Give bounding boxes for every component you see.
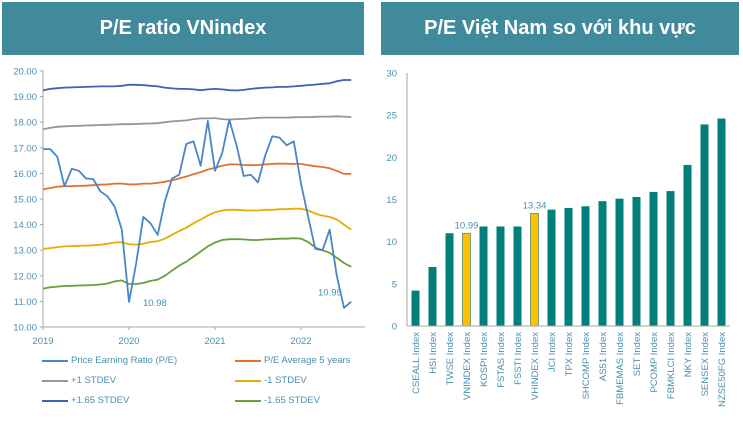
data-label: 10.98 — [143, 298, 167, 309]
x-tick-label: NKY Index — [683, 332, 694, 377]
legend-item: -1 STDEV — [235, 375, 307, 386]
series-line-price-earning-ratio-p-e — [43, 118, 352, 309]
legend-item: +1 STDEV — [42, 375, 116, 386]
y-tick-label: 11.00 — [14, 297, 37, 308]
legend-swatch — [42, 359, 68, 362]
legend-item: -1.65 STDEV — [235, 395, 320, 406]
data-label: 10.99 — [318, 288, 342, 299]
y-tick-label: 19.00 — [13, 92, 37, 103]
x-tick-label: AS51 Index — [598, 332, 609, 381]
y-tick-label: 13.00 — [13, 246, 37, 257]
bar-vnindex-index — [462, 232, 471, 327]
x-tick-label: SHCOMP Index — [581, 332, 592, 400]
bar-sensex-index — [700, 124, 709, 327]
legend-label: -1 STDEV — [264, 375, 307, 386]
y-tick-label: 10.00 — [13, 323, 37, 334]
x-tick-label: KOSPI Index — [479, 332, 490, 387]
bar-twse-index — [445, 233, 454, 326]
y-tick-label: 30 — [386, 69, 397, 80]
bar-tpx-index — [564, 207, 573, 326]
x-tick-label: SENSEX Index — [700, 332, 711, 397]
bar-vhindex-index — [530, 213, 539, 327]
legend-item: Price Earning Ratio (P/E) — [42, 355, 177, 366]
y-tick-label: 0 — [392, 322, 397, 333]
x-tick-label: CSEALL Index — [411, 332, 422, 394]
series-line--1-65-stdev — [42, 237, 352, 290]
x-tick-label: TWSE Index — [445, 332, 456, 386]
series-line--1-stdev — [42, 207, 352, 250]
x-tick-label: FSTAS Index — [496, 332, 507, 388]
bar-data-label: 13.34 — [523, 200, 547, 211]
x-tick-label: SET Index — [632, 332, 643, 376]
x-tick-label: 2019 — [32, 336, 53, 347]
series-line--1-65-stdev — [42, 79, 352, 92]
y-tick-label: 17.00 — [13, 143, 37, 154]
left-panel-title: P/E ratio VNindex — [2, 2, 364, 55]
bar-pcomp-index — [649, 191, 658, 326]
bar-fbmemas-index — [615, 198, 624, 326]
y-tick-label: 25 — [386, 111, 397, 122]
bar-jci-index — [547, 209, 556, 326]
bar-as51-index — [598, 201, 607, 326]
bar-kospi-index — [479, 226, 488, 326]
bar-data-label: 10.99 — [455, 220, 479, 231]
y-tick-label: 12.00 — [13, 271, 37, 282]
bar-hsi-index — [428, 266, 437, 326]
bar-nky-index — [683, 164, 692, 326]
legend-label: +1.65 STDEV — [71, 395, 130, 406]
x-tick-label: VNINDEX Index — [462, 332, 473, 400]
y-tick-label: 15.00 — [13, 195, 37, 206]
pe-line-chart: 10.00 11.00 12.00 13.00 14.00 15.00 16.00 17.00… — [13, 67, 365, 347]
x-tick-label: NZSE50FG Index — [717, 332, 728, 407]
y-tick-label: 20.00 — [13, 67, 37, 78]
x-tick-label: HSI Index — [428, 332, 439, 374]
legend-item: +1.65 STDEV — [42, 395, 129, 406]
legend-label: +1 STDEV — [71, 375, 117, 386]
legend-swatch — [235, 359, 261, 362]
legend-swatch — [235, 379, 261, 382]
legend-label: P/E Average 5 years — [264, 355, 351, 366]
y-tick-label: 5 — [392, 279, 397, 290]
right-panel-title: P/E Việt Nam so với khu vực — [381, 2, 739, 55]
series-line--1-stdev — [42, 115, 352, 131]
legend-item: P/E Average 5 years — [235, 355, 350, 366]
x-tick-label: 2020 — [118, 336, 139, 347]
series-line-p-e-average-5-years — [42, 162, 352, 191]
y-tick-label: 20 — [386, 153, 397, 164]
x-tick-label: 2022 — [290, 336, 311, 347]
y-tick-label: 15 — [386, 195, 397, 206]
x-tick-label: 2021 — [204, 336, 225, 347]
legend-swatch — [42, 379, 68, 382]
bar-set-index — [632, 196, 641, 326]
y-tick-label: 10 — [386, 237, 397, 248]
legend-label: -1.65 STDEV — [264, 395, 320, 406]
legend-swatch — [42, 399, 68, 402]
bar-cseall-index — [411, 290, 420, 326]
y-tick-label: 16.00 — [13, 169, 37, 180]
bar-fssti-index — [513, 226, 522, 326]
x-tick-label: FBMEMAS Index — [615, 332, 626, 405]
x-tick-label: TPX Index — [564, 332, 575, 377]
y-tick-label: 14.00 — [13, 220, 37, 231]
legend-swatch — [235, 399, 261, 402]
x-tick-label: VHINDEX Index — [530, 332, 541, 400]
x-tick-label: PCOMP Index — [649, 332, 660, 393]
bar-shcomp-index — [581, 206, 590, 326]
legend-label: Price Earning Ratio (P/E) — [71, 355, 178, 366]
y-tick-label: 18.00 — [13, 118, 37, 129]
x-tick-label: JCI Index — [547, 332, 558, 372]
bar-fbmklci-index — [666, 191, 675, 326]
pe-bar-chart: 0 5 10 15 20 25 30 CSEALL Index HSI Index TWSE In… — [386, 69, 730, 407]
x-tick-label: FSSTI Index — [513, 332, 524, 385]
x-tick-label: FBMKLCI Index — [666, 332, 677, 399]
bar-nzse50fg-index — [717, 118, 726, 326]
bar-fstas-index — [496, 226, 505, 326]
